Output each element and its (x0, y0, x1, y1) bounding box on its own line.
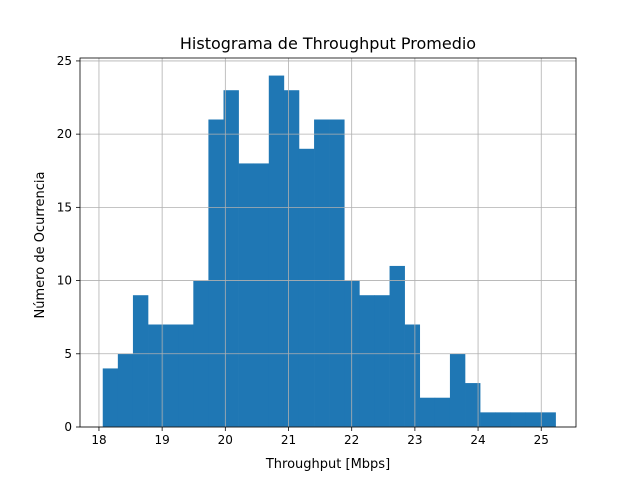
y-tick-label: 5 (64, 347, 72, 361)
histogram-bar (163, 324, 179, 427)
x-tick-label: 18 (91, 433, 106, 447)
histogram-bar (449, 353, 466, 427)
histogram-bar (178, 324, 194, 427)
x-tick-label: 21 (281, 433, 296, 447)
plot-area-frame (79, 57, 577, 428)
histogram-bar (298, 148, 315, 428)
histogram-bar (238, 163, 254, 427)
x-tick-label: 20 (218, 433, 233, 447)
y-tick-label: 20 (57, 127, 72, 141)
histogram-bar (480, 412, 496, 427)
histogram-bar (389, 265, 405, 427)
histogram-bar (102, 368, 119, 427)
x-tick-label: 25 (534, 433, 549, 447)
histogram-bar (253, 163, 270, 427)
y-tick-label: 10 (57, 274, 72, 288)
chart-title: Histograma de Throughput Promedio (180, 34, 476, 53)
histogram-bar (525, 412, 541, 427)
x-tick-label: 19 (154, 433, 169, 447)
histogram-bar (223, 90, 239, 428)
histogram-bar (283, 90, 300, 428)
y-axis-label: Número de Ocurrencia (33, 172, 48, 319)
y-tick-label: 25 (57, 54, 72, 68)
y-tick-label: 15 (57, 200, 72, 214)
histogram-bar (208, 119, 224, 427)
histogram-bar (314, 119, 330, 427)
x-axis-label: Throughput [Mbps] (265, 457, 390, 472)
histogram-bar (132, 295, 149, 427)
histogram-bar (329, 119, 345, 427)
y-tick-label: 0 (64, 420, 72, 434)
histogram-bar (434, 397, 451, 427)
histogram-bar (540, 412, 556, 427)
x-tick-label: 22 (344, 433, 359, 447)
histogram-bar (268, 75, 285, 427)
histogram-bar (148, 324, 164, 427)
histogram-bar (465, 383, 481, 427)
histogram-bar (510, 412, 526, 427)
histogram-bars (102, 75, 556, 428)
y-axis-ticks: 0 5 10 15 20 25 (57, 54, 80, 434)
histogram-bar (374, 295, 390, 427)
histogram-bar (495, 412, 511, 427)
x-axis-ticks: 18 19 20 21 22 23 24 25 (91, 427, 549, 447)
histogram-bar (117, 353, 134, 427)
histogram-bar (419, 397, 436, 427)
histogram-bar (359, 295, 375, 427)
x-tick-label: 24 (470, 433, 485, 447)
x-tick-label: 23 (407, 433, 422, 447)
histogram-bar (404, 324, 421, 427)
